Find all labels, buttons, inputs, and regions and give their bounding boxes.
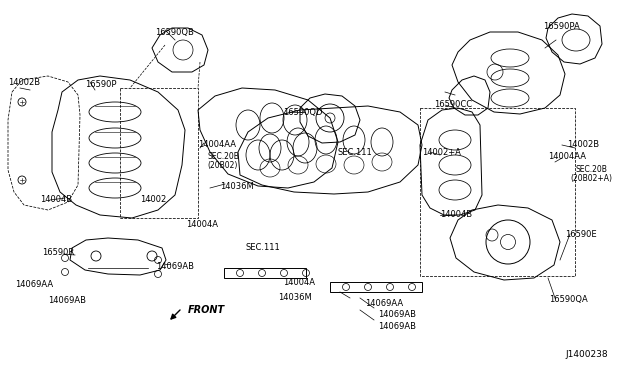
- Text: 14069AB: 14069AB: [156, 262, 194, 271]
- Text: 14069AA: 14069AA: [365, 299, 403, 308]
- Text: 16590E: 16590E: [565, 230, 596, 239]
- Text: 14069AB: 14069AB: [378, 322, 416, 331]
- Text: 16590PA: 16590PA: [543, 22, 580, 31]
- Text: 14036M: 14036M: [220, 182, 253, 191]
- Text: 14004AA: 14004AA: [198, 140, 236, 149]
- Text: 16590QD: 16590QD: [283, 108, 323, 117]
- Bar: [120, 88, 198, 218]
- Text: 16590QB: 16590QB: [155, 28, 194, 37]
- Text: SEC.20B: SEC.20B: [207, 152, 239, 161]
- Text: SEC.111: SEC.111: [246, 243, 281, 252]
- Text: 14002: 14002: [140, 195, 166, 204]
- Text: (20B02): (20B02): [207, 161, 237, 170]
- Text: 14004B: 14004B: [40, 195, 72, 204]
- Text: 14069AB: 14069AB: [48, 296, 86, 305]
- Text: 14004A: 14004A: [186, 220, 218, 229]
- Text: 16590QA: 16590QA: [549, 295, 588, 304]
- Text: 14036M: 14036M: [278, 293, 312, 302]
- Text: (20B02+A): (20B02+A): [570, 174, 612, 183]
- Text: SEC.20B: SEC.20B: [575, 165, 607, 174]
- Text: 14004B: 14004B: [440, 210, 472, 219]
- Text: 14004A: 14004A: [283, 278, 315, 287]
- Text: FRONT: FRONT: [188, 305, 225, 315]
- Text: 14002+A: 14002+A: [422, 148, 461, 157]
- Text: 14004AA: 14004AA: [548, 152, 586, 161]
- Text: 14069AB: 14069AB: [378, 310, 416, 319]
- Text: SEC.111: SEC.111: [337, 148, 372, 157]
- Text: 16590P: 16590P: [85, 80, 116, 89]
- Text: 14002B: 14002B: [8, 78, 40, 87]
- Text: 14002B: 14002B: [567, 140, 599, 149]
- Text: J1400238: J1400238: [565, 350, 607, 359]
- Bar: [420, 108, 575, 276]
- Text: 14069AA: 14069AA: [15, 280, 53, 289]
- Text: 16590R: 16590R: [42, 248, 74, 257]
- Text: 16590CC: 16590CC: [434, 100, 472, 109]
